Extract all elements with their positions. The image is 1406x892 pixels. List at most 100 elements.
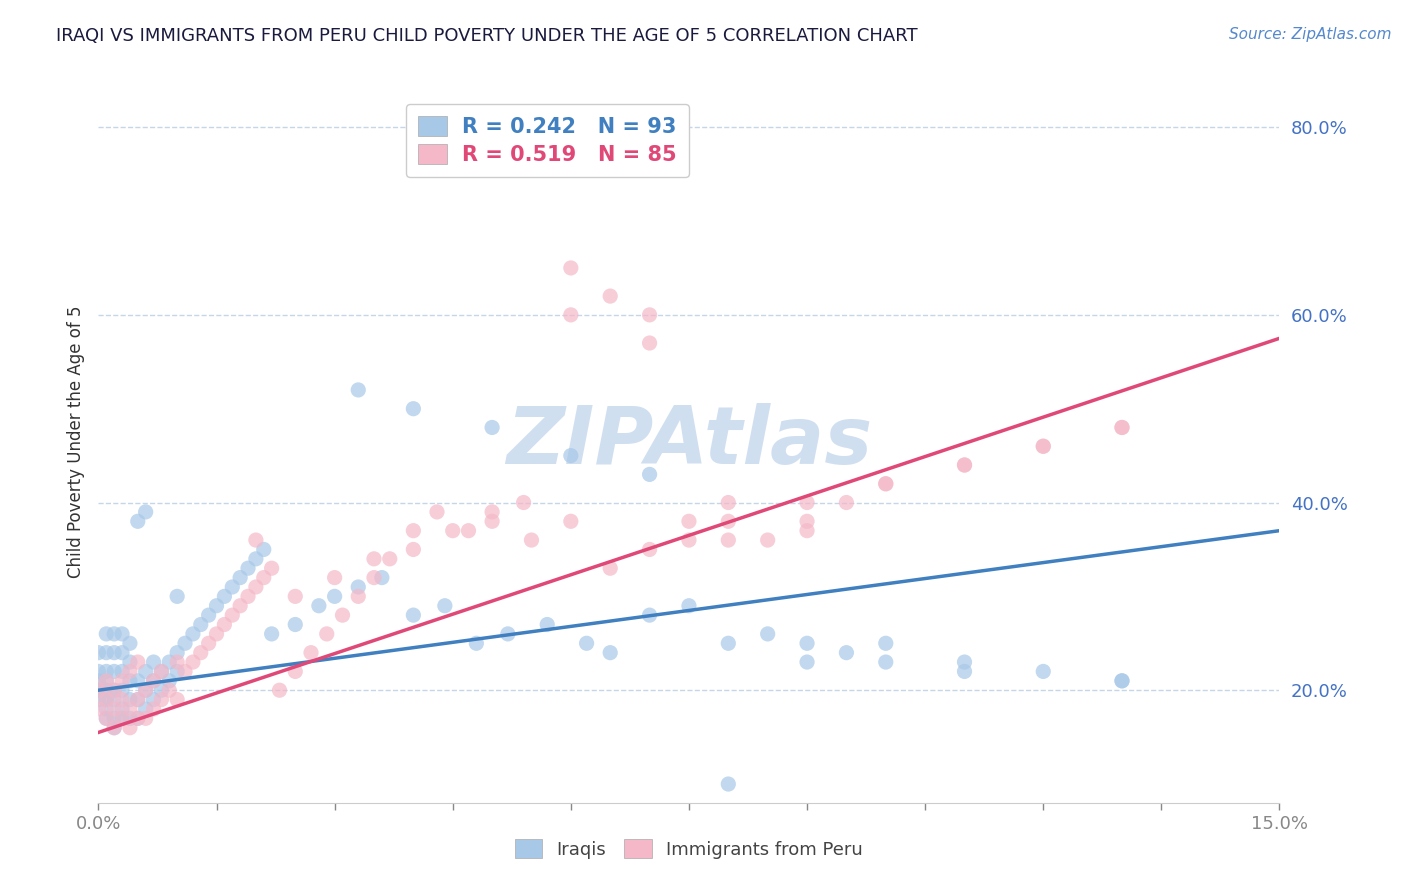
Point <box>875 636 897 650</box>
Point <box>433 599 456 613</box>
Point <box>127 711 149 725</box>
Point <box>875 476 897 491</box>
Point <box>875 476 897 491</box>
Point <box>214 617 236 632</box>
Point <box>127 655 149 669</box>
Point <box>299 646 322 660</box>
Point <box>638 336 661 351</box>
Point <box>103 721 125 735</box>
Point <box>118 721 141 735</box>
Point <box>717 533 740 547</box>
Point <box>347 580 370 594</box>
Point <box>229 571 252 585</box>
Point <box>835 646 858 660</box>
Point <box>678 533 700 547</box>
Point <box>111 683 134 698</box>
Point <box>96 692 118 706</box>
Point <box>142 673 165 688</box>
Point <box>221 608 243 623</box>
Point <box>481 505 503 519</box>
Point <box>157 655 180 669</box>
Point <box>103 702 125 716</box>
Point <box>481 420 503 434</box>
Point <box>1032 665 1054 679</box>
Point <box>118 692 141 706</box>
Point <box>575 636 598 650</box>
Point <box>678 599 700 613</box>
Point <box>512 495 534 509</box>
Point <box>363 551 385 566</box>
Point <box>205 599 228 613</box>
Point <box>103 683 125 698</box>
Point <box>111 646 134 660</box>
Text: Source: ZipAtlas.com: Source: ZipAtlas.com <box>1229 27 1392 42</box>
Point <box>253 542 276 557</box>
Point <box>560 449 582 463</box>
Point <box>796 514 818 528</box>
Point <box>284 665 307 679</box>
Point <box>174 636 197 650</box>
Point <box>363 571 385 585</box>
Point <box>323 571 346 585</box>
Point <box>135 711 157 725</box>
Point <box>599 561 621 575</box>
Point <box>560 260 582 275</box>
Point <box>96 683 118 698</box>
Point <box>236 561 259 575</box>
Point <box>402 608 425 623</box>
Point <box>1111 673 1133 688</box>
Point <box>142 692 165 706</box>
Point <box>127 673 149 688</box>
Point <box>135 683 157 698</box>
Point <box>214 590 236 604</box>
Point <box>150 665 173 679</box>
Point <box>481 514 503 528</box>
Point <box>96 692 118 706</box>
Point <box>332 608 354 623</box>
Point <box>96 711 118 725</box>
Point <box>96 673 118 688</box>
Point <box>96 646 118 660</box>
Text: IRAQI VS IMMIGRANTS FROM PERU CHILD POVERTY UNDER THE AGE OF 5 CORRELATION CHART: IRAQI VS IMMIGRANTS FROM PERU CHILD POVE… <box>56 27 918 45</box>
Point <box>253 571 276 585</box>
Point <box>717 636 740 650</box>
Point <box>118 702 141 716</box>
Point <box>166 655 188 669</box>
Point <box>465 636 488 650</box>
Legend: Iraqis, Immigrants from Peru: Iraqis, Immigrants from Peru <box>508 832 870 866</box>
Point <box>103 692 125 706</box>
Point <box>1111 673 1133 688</box>
Point <box>118 655 141 669</box>
Point <box>118 711 141 725</box>
Point <box>756 627 779 641</box>
Point <box>284 590 307 604</box>
Point <box>87 683 110 698</box>
Point <box>560 308 582 322</box>
Point <box>111 673 134 688</box>
Point <box>142 655 165 669</box>
Point <box>756 533 779 547</box>
Point <box>638 308 661 322</box>
Point <box>127 711 149 725</box>
Point <box>135 665 157 679</box>
Point <box>638 467 661 482</box>
Point <box>150 683 173 698</box>
Point <box>426 505 449 519</box>
Point <box>96 711 118 725</box>
Point <box>638 542 661 557</box>
Point <box>315 627 337 641</box>
Point <box>599 646 621 660</box>
Point <box>103 711 125 725</box>
Point <box>371 571 394 585</box>
Point <box>197 636 219 650</box>
Point <box>103 627 125 641</box>
Point <box>347 383 370 397</box>
Point <box>190 617 212 632</box>
Point <box>87 646 110 660</box>
Point <box>111 711 134 725</box>
Point <box>111 627 134 641</box>
Point <box>166 692 188 706</box>
Point <box>166 665 188 679</box>
Point <box>118 665 141 679</box>
Point <box>835 495 858 509</box>
